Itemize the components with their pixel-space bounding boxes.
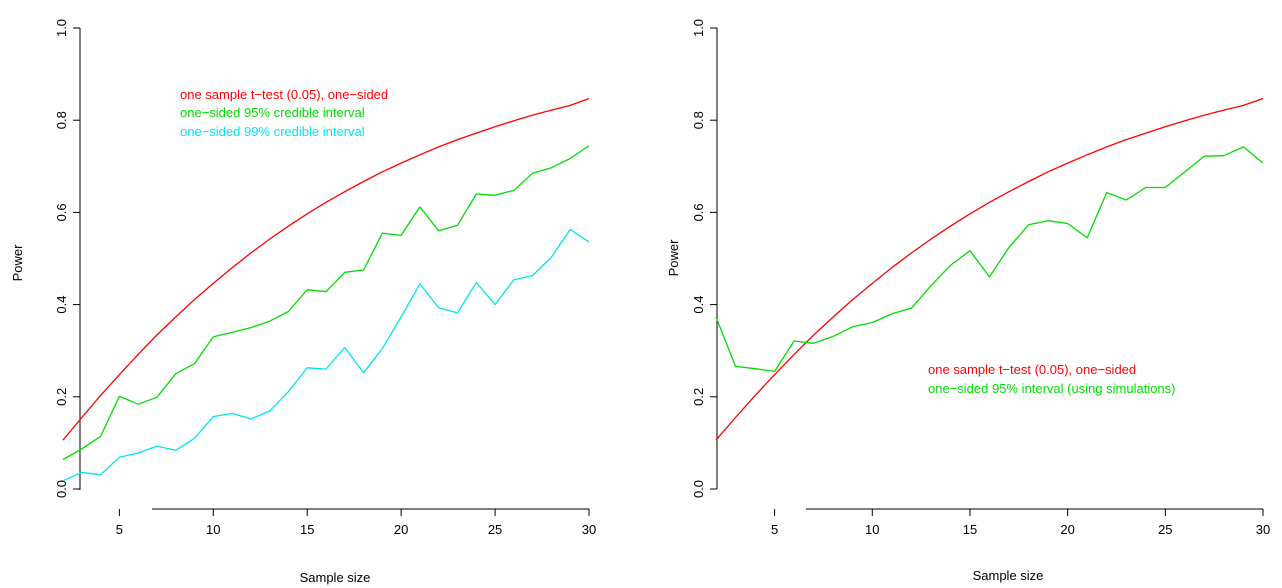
legend-entry-t-test: one sample t−test (0.05), one−sided bbox=[180, 87, 388, 102]
x-tick-label: 30 bbox=[1256, 522, 1270, 537]
x-tick-label: 25 bbox=[1158, 522, 1172, 537]
series-lines bbox=[62, 97, 590, 482]
y-tick-label: 0.4 bbox=[691, 296, 706, 314]
y-tick-label: 1.0 bbox=[54, 19, 69, 37]
series-line-1 bbox=[62, 97, 590, 441]
right-chart: 0.0 0.2 0.4 0.6 0.8 1.0 5 10 15 20 25 30 Power Sam… bbox=[666, 19, 1270, 583]
x-tick-label: 25 bbox=[488, 522, 502, 537]
x-tick-label: 5 bbox=[771, 522, 778, 537]
series-line-2 bbox=[62, 145, 590, 461]
y-axis-label: Power bbox=[10, 244, 25, 282]
x-ticks: 5 10 15 20 25 30 bbox=[116, 509, 596, 537]
x-tick-label: 15 bbox=[963, 522, 977, 537]
x-axis-label: Sample size bbox=[300, 570, 371, 585]
x-tick-label: 10 bbox=[206, 522, 220, 537]
legend: one sample t−test (0.05), one−sided one−… bbox=[180, 87, 388, 139]
legend: one sample t−test (0.05), one−sided one−… bbox=[928, 362, 1176, 396]
y-tick-label: 0.8 bbox=[691, 111, 706, 129]
left-chart: 0.0 0.2 0.4 0.6 0.8 1.0 5 10 15 20 25 30 Power Sam… bbox=[10, 19, 596, 585]
y-ticks: 0.0 0.2 0.4 0.6 0.8 1.0 bbox=[54, 19, 80, 498]
y-tick-label: 0.2 bbox=[54, 388, 69, 406]
series-lines bbox=[715, 97, 1264, 441]
x-axis-label: Sample size bbox=[973, 568, 1044, 583]
x-tick-label: 10 bbox=[865, 522, 879, 537]
series-line-2 bbox=[715, 146, 1264, 373]
y-tick-label: 0.8 bbox=[54, 111, 69, 129]
x-tick-label: 30 bbox=[582, 522, 596, 537]
x-ticks: 5 10 15 20 25 30 bbox=[771, 509, 1270, 537]
legend-entry-95-credible: one−sided 95% credible interval bbox=[180, 105, 365, 120]
legend-entry-99-credible: one−sided 99% credible interval bbox=[180, 124, 365, 139]
y-tick-label: 0.2 bbox=[691, 388, 706, 406]
y-tick-label: 0.6 bbox=[54, 203, 69, 221]
x-tick-label: 20 bbox=[1060, 522, 1074, 537]
y-tick-label: 1.0 bbox=[691, 19, 706, 37]
legend-entry-t-test: one sample t−test (0.05), one−sided bbox=[928, 362, 1136, 377]
x-tick-label: 20 bbox=[394, 522, 408, 537]
y-axis-label: Power bbox=[666, 239, 681, 277]
series-line-3 bbox=[62, 228, 590, 482]
y-tick-label: 0.6 bbox=[691, 203, 706, 221]
legend-entry-95-interval: one−sided 95% interval (using simulation… bbox=[928, 381, 1176, 396]
series-line-1 bbox=[715, 97, 1264, 441]
y-ticks: 0.0 0.2 0.4 0.6 0.8 1.0 bbox=[691, 19, 717, 498]
x-tick-label: 5 bbox=[116, 522, 123, 537]
y-tick-label: 0.4 bbox=[54, 296, 69, 314]
y-tick-label: 0.0 bbox=[54, 480, 69, 498]
x-tick-label: 15 bbox=[300, 522, 314, 537]
y-tick-label: 0.0 bbox=[691, 480, 706, 498]
